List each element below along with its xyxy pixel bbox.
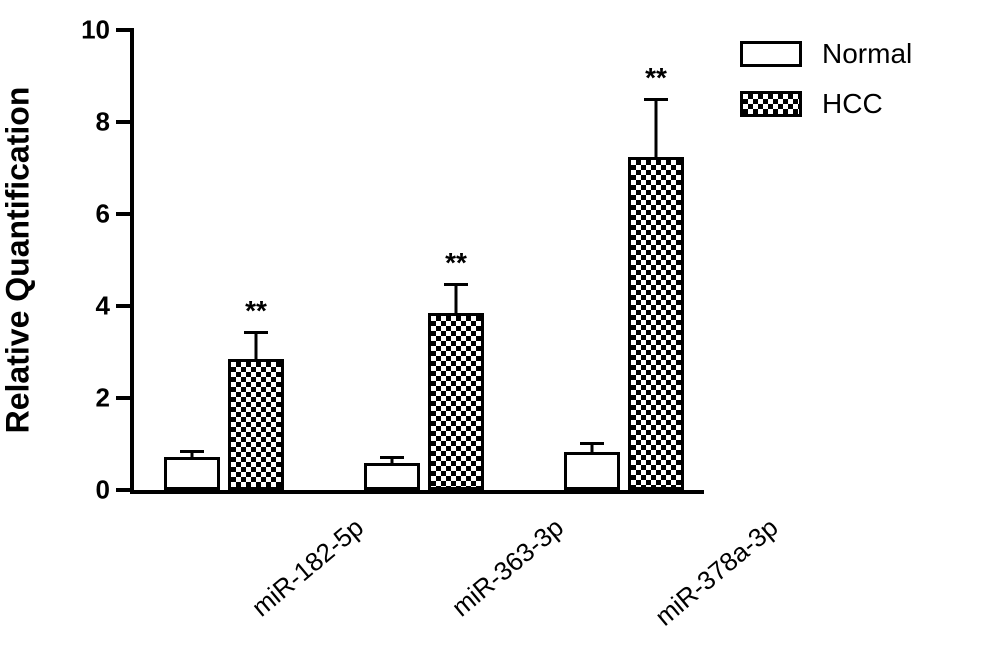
error-cap — [444, 283, 468, 286]
significance-marker: ** — [645, 62, 667, 94]
error-bar — [655, 98, 658, 157]
error-cap — [644, 98, 668, 101]
significance-marker: ** — [445, 247, 467, 279]
y-tick — [116, 488, 134, 492]
significance-marker: ** — [245, 295, 267, 327]
y-tick-label: 8 — [50, 107, 110, 138]
x-tick-label: miR-363-3p — [446, 512, 570, 623]
y-axis-label: Relative Quantification — [0, 87, 37, 434]
y-tick — [116, 28, 134, 32]
plot-area: 0246810**miR-182-5p**miR-363-3p**miR-378… — [130, 30, 704, 494]
y-tick-label: 6 — [50, 199, 110, 230]
y-tick — [116, 120, 134, 124]
error-cap — [180, 450, 204, 453]
legend-item-hcc: HCC — [740, 88, 912, 120]
bar-hcc — [228, 359, 284, 490]
legend-label: Normal — [822, 38, 912, 70]
bar-normal — [564, 452, 620, 490]
error-cap — [380, 456, 404, 459]
bar-normal — [364, 463, 420, 490]
x-tick-label: miR-182-5p — [246, 512, 370, 623]
legend-swatch-normal — [740, 41, 802, 67]
bar-normal — [164, 457, 220, 490]
chart-container: Relative Quantification 0246810**miR-182… — [0, 0, 1000, 670]
error-bar — [455, 283, 458, 314]
bar-hcc — [628, 157, 684, 490]
y-tick-label: 4 — [50, 291, 110, 322]
legend-label: HCC — [822, 88, 883, 120]
legend-item-normal: Normal — [740, 38, 912, 70]
bar-hcc — [428, 313, 484, 490]
y-tick-label: 0 — [50, 475, 110, 506]
y-tick — [116, 212, 134, 216]
y-tick-label: 10 — [50, 15, 110, 46]
x-tick-label: miR-378a-3p — [649, 512, 784, 632]
y-tick — [116, 304, 134, 308]
error-bar — [255, 331, 258, 359]
y-tick — [116, 396, 134, 400]
y-tick-label: 2 — [50, 383, 110, 414]
error-cap — [580, 442, 604, 445]
error-cap — [244, 331, 268, 334]
legend-swatch-hcc — [740, 91, 802, 117]
legend: Normal HCC — [740, 38, 912, 138]
